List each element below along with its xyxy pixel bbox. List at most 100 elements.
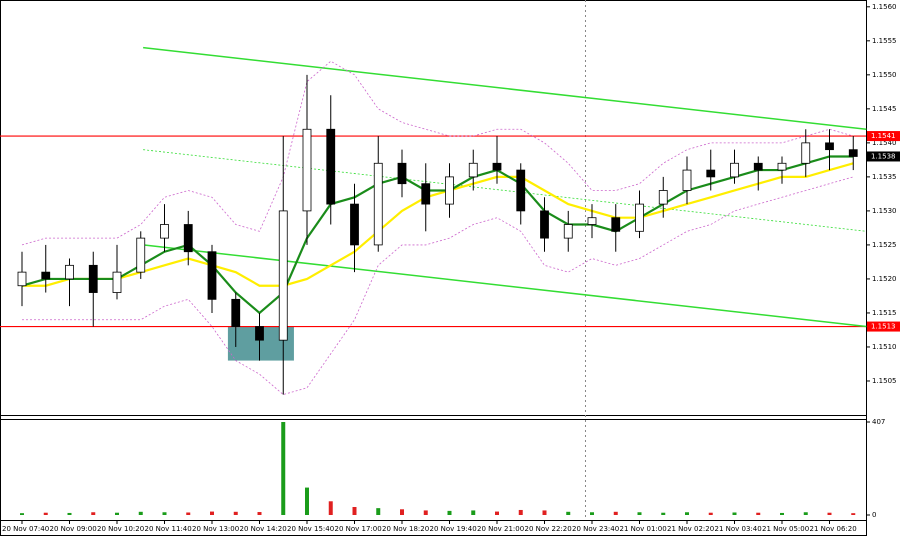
x-tick-label: 21 Nov 03:40 — [715, 525, 762, 533]
candle-body — [516, 169, 526, 212]
y-tick-label: 1.1560 — [872, 3, 897, 11]
volume-bar — [233, 511, 238, 515]
x-tick-label: 20 Nov 17:00 — [335, 525, 382, 533]
volume-bar — [447, 510, 452, 515]
last-price-label: 1.1538 — [871, 152, 896, 160]
candle-body — [611, 217, 621, 232]
y-tick-label: 1.1515 — [872, 309, 897, 317]
trend-line — [143, 46, 867, 131]
candle-body — [112, 271, 122, 293]
y-tick-label: 1.1545 — [872, 105, 897, 113]
candle-body — [278, 210, 288, 341]
volume-bar — [542, 510, 547, 515]
candle-body — [255, 326, 264, 341]
y-tick-label: 1.1540 — [872, 139, 897, 147]
candle-body — [207, 251, 217, 300]
candle-body — [635, 203, 644, 232]
trend-line — [143, 149, 867, 232]
y-tick-label: 1.1510 — [872, 343, 897, 351]
y-tick-label: 1.1555 — [872, 37, 897, 45]
candle-body — [17, 271, 27, 287]
level-box — [867, 131, 900, 142]
volume-bar — [471, 510, 476, 515]
volume-bar — [305, 487, 309, 515]
y-tick-label: 1.1505 — [872, 377, 897, 385]
volume-bar — [518, 509, 523, 515]
y-tick-label: 1.1520 — [872, 275, 897, 283]
candle-body — [730, 162, 739, 178]
x-tick-label: 20 Nov 23:40 — [572, 525, 619, 533]
trend-line — [143, 244, 867, 328]
volume-bar — [827, 512, 832, 515]
candle-body — [492, 162, 502, 171]
volume-bar — [67, 512, 72, 515]
volume-bar — [186, 512, 191, 515]
y-tick-label: 1.1525 — [872, 241, 897, 249]
last-price-box — [867, 151, 900, 162]
volume-bar — [851, 513, 856, 515]
volume-bar — [281, 422, 286, 515]
volume-bar — [732, 512, 737, 515]
indicator-line — [21, 155, 854, 315]
x-tick-label: 21 Nov 05:00 — [762, 525, 809, 533]
volume-bar — [328, 501, 333, 515]
candle-body — [753, 162, 763, 171]
level-label: 1.1541 — [871, 132, 896, 140]
level-box — [867, 321, 900, 332]
volume-bar — [20, 513, 24, 515]
volume-bar — [43, 512, 48, 515]
volume-bar — [708, 512, 713, 515]
candle-body — [136, 237, 146, 273]
x-tick-label: 20 Nov 14:20 — [240, 525, 287, 533]
x-tick-label: 20 Nov 07:40 — [2, 525, 49, 533]
candle-body — [302, 128, 312, 212]
candle-body — [777, 162, 787, 171]
volume-bar — [423, 510, 428, 515]
candle-body — [563, 224, 573, 239]
indicator-line — [22, 162, 854, 287]
volume-bar — [376, 508, 381, 515]
x-tick-label: 20 Nov 09:00 — [50, 525, 97, 533]
volume-bar — [257, 512, 262, 515]
candle-body — [706, 169, 716, 178]
volume-bar — [115, 512, 119, 515]
volume-bar — [637, 512, 642, 515]
y-tick-label: 1.1535 — [872, 173, 897, 181]
v-tick-label: 0 — [872, 511, 876, 519]
candle-body — [801, 142, 811, 164]
x-tick-label: 20 Nov 11:40 — [145, 525, 192, 533]
candle-body — [540, 210, 549, 239]
x-tick-label: 21 Nov 01:00 — [620, 525, 667, 533]
candle-body — [41, 271, 51, 280]
indicator-line — [21, 60, 854, 246]
x-tick-label: 20 Nov 13:00 — [192, 525, 239, 533]
x-tick-label: 21 Nov 02:20 — [667, 525, 714, 533]
x-tick-label: 20 Nov 18:20 — [382, 525, 429, 533]
x-tick-label: 20 Nov 10:20 — [97, 525, 144, 533]
candle-body — [397, 162, 407, 185]
candle-body — [326, 128, 336, 205]
y-tick-label: 1.1550 — [872, 71, 897, 79]
volume-bar — [210, 511, 214, 515]
candle-body — [587, 217, 597, 225]
x-tick-label: 21 Nov 06:20 — [810, 525, 857, 533]
volume-bar — [685, 512, 689, 515]
volume-bar — [566, 511, 571, 515]
level-label: 1.1513 — [871, 323, 896, 331]
candle-body — [183, 224, 193, 253]
candle-body — [658, 190, 668, 205]
candle-body — [231, 298, 241, 327]
candle-body — [682, 169, 692, 191]
volume-bar — [613, 511, 618, 515]
volume-bar — [138, 511, 143, 515]
candle-body — [65, 264, 74, 280]
candle-body — [848, 149, 858, 157]
volume-bar — [495, 511, 499, 515]
candle-body — [160, 224, 169, 239]
volume-bar — [780, 512, 784, 515]
volume-bar — [400, 509, 404, 515]
volume-bar — [661, 512, 666, 515]
volume-bar — [590, 512, 594, 515]
